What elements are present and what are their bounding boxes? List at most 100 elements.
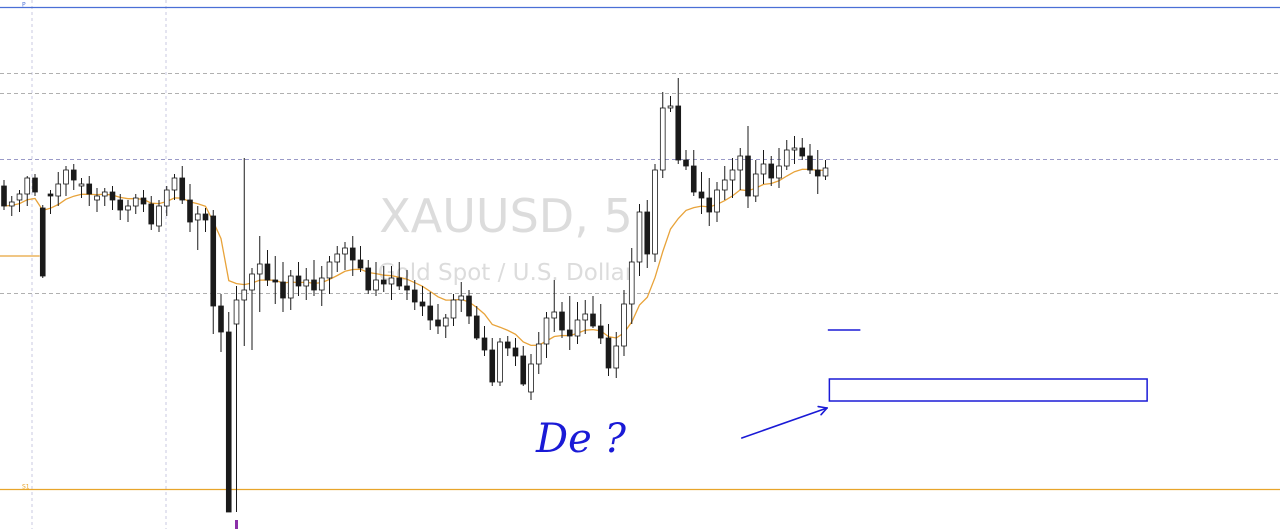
candle: [264, 250, 271, 286]
bearish-candle-body: [504, 341, 511, 349]
candle: [8, 196, 15, 216]
grid: [31, 0, 167, 529]
handwritten-text: De ?: [535, 416, 626, 462]
candle: [326, 256, 333, 294]
bearish-candle-body: [597, 325, 604, 339]
arrow-head: [820, 407, 828, 416]
candle: [512, 338, 519, 366]
candle: [737, 148, 744, 190]
candle: [721, 166, 728, 200]
candle: [528, 354, 534, 400]
bearish-candle-body: [280, 281, 286, 299]
candle: [706, 178, 713, 226]
drawn-rectangle[interactable]: [828, 378, 1148, 402]
candle: [101, 188, 108, 206]
candle: [311, 260, 317, 296]
candle: [47, 190, 54, 214]
candle: [218, 294, 224, 352]
candle: [683, 150, 689, 170]
candle: [233, 286, 240, 512]
bullish-candle-body: [535, 343, 542, 365]
bullish-candle-body: [551, 311, 558, 319]
bearish-candle-body: [47, 193, 54, 197]
bearish-candle-body: [690, 165, 697, 193]
candle: [714, 182, 720, 222]
candle: [613, 332, 620, 378]
bullish-candle-body: [667, 105, 674, 109]
bearish-candle-body: [683, 159, 689, 167]
bearish-candle-body: [357, 259, 364, 269]
candle: [520, 346, 527, 386]
candle: [559, 302, 565, 338]
bearish-candle-body: [272, 279, 279, 283]
candle: [590, 296, 596, 328]
bearish-candle-body: [675, 105, 682, 161]
bearish-candle-body: [512, 347, 519, 357]
bearish-candle-body: [86, 183, 93, 195]
bullish-candle-body: [303, 279, 310, 287]
bearish-candle-body: [768, 163, 775, 179]
bullish-candle-body: [342, 247, 348, 255]
candle: [125, 200, 131, 222]
candle: [187, 184, 193, 232]
candle: [287, 270, 294, 310]
candles: [1, 78, 829, 513]
candle: [667, 96, 674, 112]
bearish-candle-body: [380, 279, 387, 285]
candle: [776, 148, 782, 188]
bullish-candle-body: [621, 303, 627, 347]
bearish-candle-body: [109, 191, 116, 201]
candle: [497, 338, 503, 386]
candle: [605, 324, 612, 376]
bullish-candle-body: [171, 177, 178, 191]
bullish-candle-body: [334, 253, 341, 263]
candle: [504, 336, 511, 356]
user-drawings[interactable]: [235, 329, 1148, 529]
bearish-candle-body: [32, 177, 38, 193]
candle: [1, 180, 7, 210]
bullish-candle-body: [163, 189, 170, 207]
bearish-candle-body: [427, 305, 434, 321]
candle: [690, 150, 697, 196]
bearish-candle-body: [419, 301, 426, 307]
bullish-candle-body: [8, 201, 15, 207]
candle: [280, 262, 286, 312]
bullish-candle-body: [442, 317, 449, 327]
candle: [148, 196, 155, 230]
bullish-candle-body: [574, 319, 581, 337]
bullish-candle-body: [241, 289, 248, 301]
bullish-candle-body: [63, 169, 69, 185]
bullish-candle-body: [24, 177, 31, 195]
candle: [466, 290, 472, 324]
bearish-candle-body: [520, 355, 527, 385]
bearish-candle-body: [218, 305, 224, 333]
candle: [822, 160, 829, 180]
candle: [24, 176, 31, 206]
bearish-candle-body: [481, 337, 488, 351]
bullish-candle-body: [652, 169, 658, 255]
candle: [582, 300, 589, 334]
handwritten-note: De ?: [535, 416, 626, 462]
bullish-candle-body: [721, 179, 728, 191]
bearish-candle-body: [140, 197, 147, 205]
candle: [32, 174, 38, 196]
bullish-candle-body: [156, 205, 162, 227]
bearish-candle-body: [404, 285, 410, 291]
bar-marker: [235, 520, 238, 529]
candle: [210, 210, 217, 334]
candle: [380, 266, 387, 292]
candle: [597, 304, 604, 344]
candle: [303, 268, 310, 300]
candle: [729, 158, 736, 198]
candle: [342, 242, 348, 270]
bearish-candle-body: [179, 177, 186, 201]
drawn-arrow[interactable]: [740, 405, 828, 439]
candle: [621, 290, 627, 356]
candle: [574, 302, 581, 344]
candle: [652, 164, 658, 262]
candle: [419, 286, 426, 316]
bearish-candle-body: [365, 267, 372, 291]
bullish-candle-body: [78, 183, 85, 187]
bullish-candle-body: [94, 195, 100, 201]
